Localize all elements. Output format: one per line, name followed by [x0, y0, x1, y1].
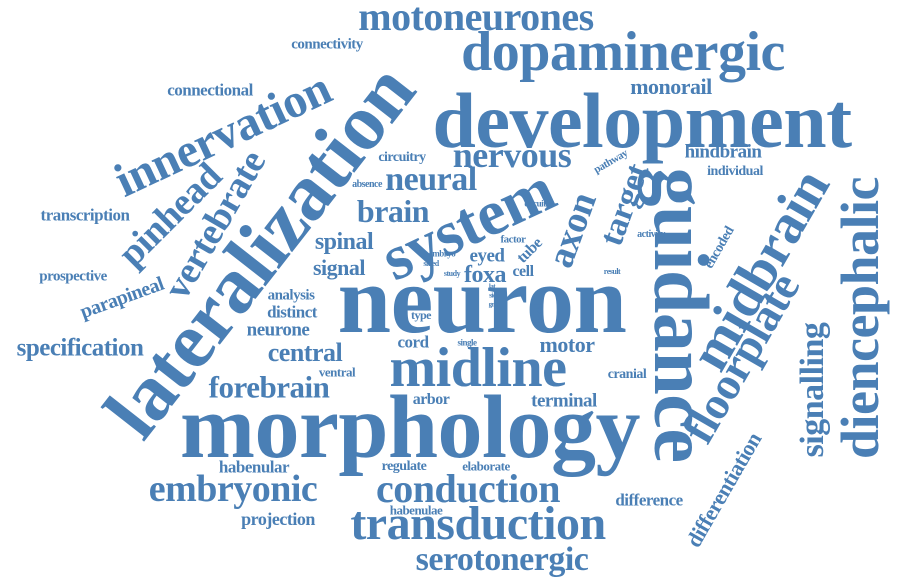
word-difference: difference: [615, 492, 682, 509]
word-analysis: analysis: [268, 289, 315, 304]
word-activity: activity: [637, 230, 665, 240]
word-signalling: signalling: [796, 323, 830, 458]
word-serotonergic: serotonergic: [416, 543, 589, 577]
word-circuit: circuit: [524, 200, 545, 209]
word-prospective: prospective: [39, 270, 107, 285]
word-central: central: [268, 340, 342, 366]
word-ventral: ventral: [319, 366, 355, 379]
word-type: type: [411, 309, 431, 321]
word-side: side: [489, 293, 499, 300]
word-absence: absence: [352, 180, 382, 190]
word-transcription: transcription: [41, 207, 130, 224]
word-gros: gros: [489, 302, 500, 309]
word-specification: specification: [17, 336, 144, 361]
word-dopaminergic: dopaminergic: [461, 24, 785, 80]
word-hindbrain: hindbrain: [685, 143, 762, 162]
word-projection: projection: [241, 510, 315, 528]
word-lat: lat: [489, 284, 495, 291]
word-neurone: neurone: [247, 321, 310, 340]
word-embryonic: embryonic: [149, 470, 318, 508]
word-level: level: [532, 303, 545, 326]
word-diencephalic: diencephalic: [833, 177, 887, 459]
word-factor: factor: [500, 235, 525, 246]
word-connectivity: connectivity: [291, 38, 362, 53]
word-distinct: distinct: [267, 304, 317, 321]
